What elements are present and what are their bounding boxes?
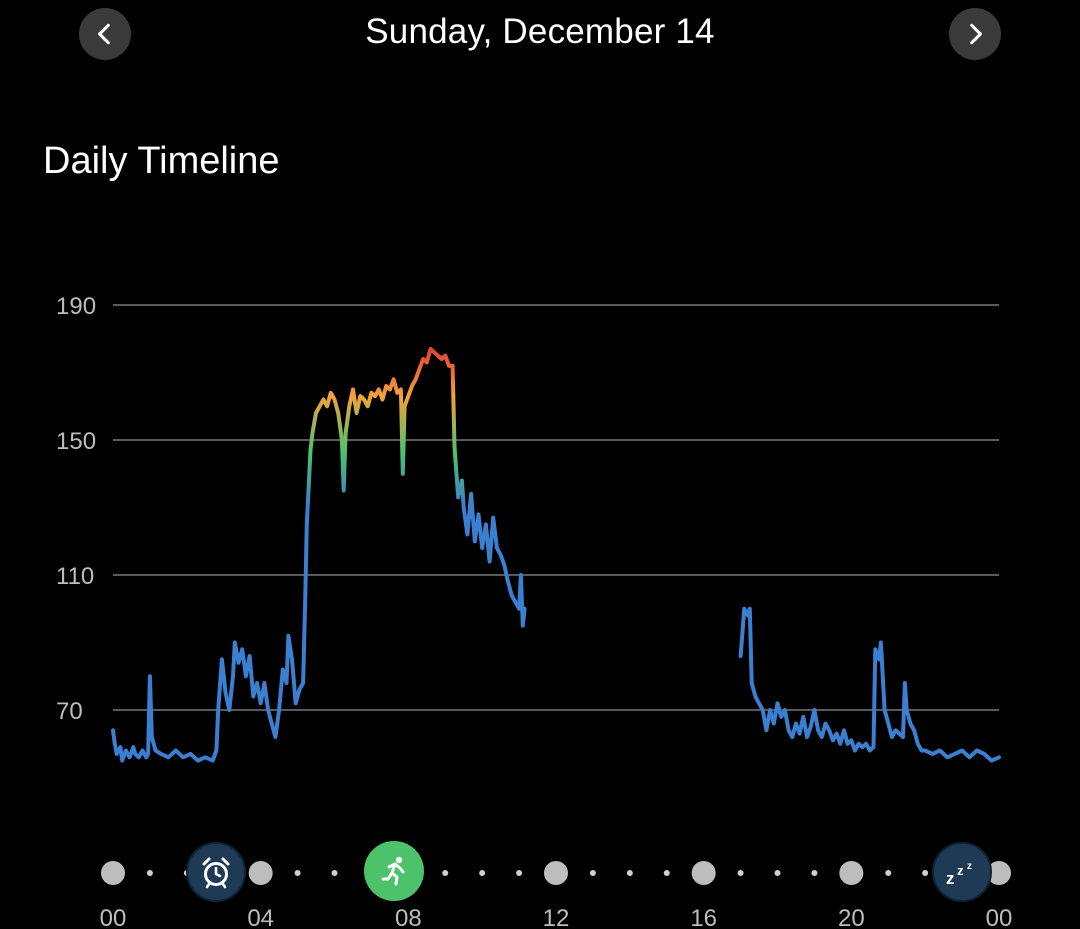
sleep-zzz-icon: z z z	[946, 861, 972, 888]
alarm-clock-icon	[202, 857, 230, 889]
timeline-minor-dot	[442, 870, 449, 876]
chevron-right-icon	[970, 23, 982, 45]
timeline-major-dot	[101, 861, 125, 885]
timeline-minor-dot	[663, 870, 670, 876]
timeline-minor-dot	[885, 870, 892, 876]
timeline-minor-dot	[516, 870, 523, 876]
svg-text:z: z	[957, 863, 964, 878]
timeline-minor-dot	[774, 870, 781, 876]
x-tick-label: 00	[100, 905, 127, 929]
timeline-minor-dot	[626, 870, 633, 876]
sleep-event-button[interactable]: z z z	[932, 842, 992, 902]
heart-rate-line-segment-2	[738, 606, 1001, 763]
x-tick-label: 12	[543, 905, 570, 929]
y-tick-label: 150	[56, 428, 96, 455]
timeline-minor-dot	[589, 870, 596, 876]
x-tick-label: 08	[395, 905, 422, 929]
x-tick-label: 16	[690, 905, 717, 929]
next-day-button[interactable]	[949, 8, 1001, 60]
timeline-major-dot	[839, 861, 864, 885]
x-tick-label: 00	[986, 905, 1013, 929]
y-tick-label: 190	[56, 293, 96, 320]
timeline-major-dot	[544, 861, 568, 885]
timeline-minor-dot	[811, 870, 818, 876]
timeline-minor-dot	[922, 870, 929, 876]
prev-day-button[interactable]	[79, 8, 131, 60]
x-tick-label: 04	[247, 905, 274, 929]
timeline-minor-dot	[479, 870, 486, 876]
timeline-minor-dot	[294, 870, 301, 876]
date-title: Sunday, December 14	[365, 12, 715, 51]
chevron-left-icon	[98, 23, 110, 45]
heart-rate-line-segment-1	[111, 346, 527, 763]
x-tick-label: 20	[838, 905, 865, 929]
y-tick-label: 70	[56, 698, 83, 725]
svg-text:z: z	[946, 869, 955, 888]
timeline-minor-dot	[146, 870, 153, 876]
svg-text:z: z	[967, 861, 972, 872]
timeline-minor-dot	[331, 870, 338, 876]
timeline-major-dot	[691, 861, 716, 885]
section-title: Daily Timeline	[43, 140, 280, 182]
timeline-minor-dot	[737, 870, 744, 876]
y-tick-label: 110	[56, 563, 94, 590]
running-event-button[interactable]	[364, 841, 424, 901]
running-icon	[381, 856, 405, 886]
alarm-event-button[interactable]	[186, 842, 246, 902]
timeline-major-dot	[248, 861, 273, 885]
